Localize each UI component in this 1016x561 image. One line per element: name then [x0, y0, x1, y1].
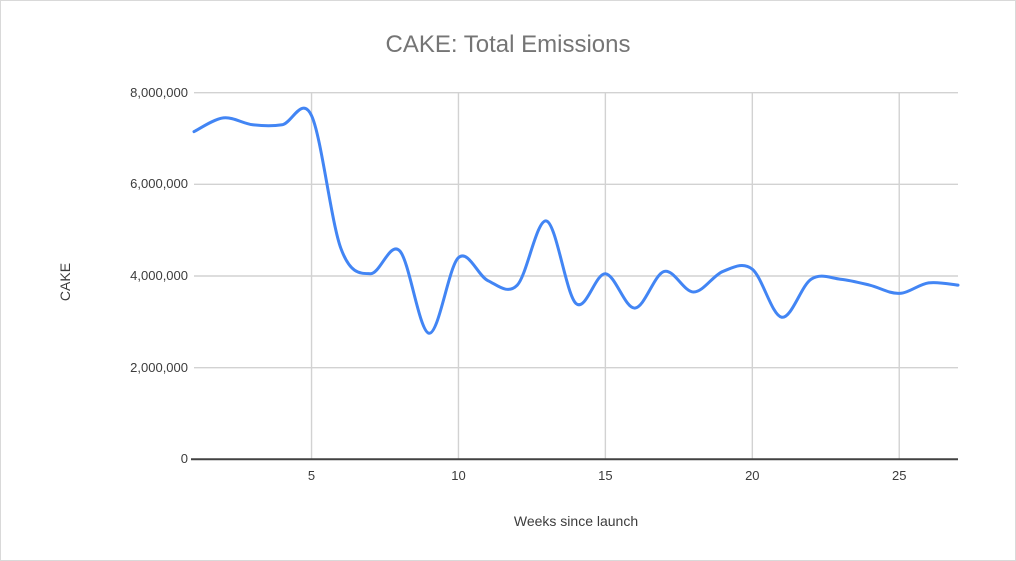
- x-tick-label: 20: [745, 468, 760, 483]
- x-tick-label: 10: [451, 468, 466, 483]
- y-tick-label: 2,000,000: [130, 359, 188, 375]
- y-axis-title: CAKE: [57, 262, 73, 302]
- x-axis-title: Weeks since launch: [513, 513, 639, 529]
- y-tick-label: 0: [180, 451, 188, 467]
- y-tick-label: 8,000,000: [130, 84, 188, 100]
- y-tick-label: 6,000,000: [130, 176, 188, 192]
- x-tick-label: 5: [307, 468, 316, 483]
- y-tick-label: 4,000,000: [130, 268, 188, 283]
- chart-title: CAKE: Total Emissions: [385, 31, 631, 58]
- x-tick-label: 25: [891, 468, 907, 483]
- x-tick-label: 15: [598, 468, 613, 483]
- emissions-line: [192, 106, 960, 335]
